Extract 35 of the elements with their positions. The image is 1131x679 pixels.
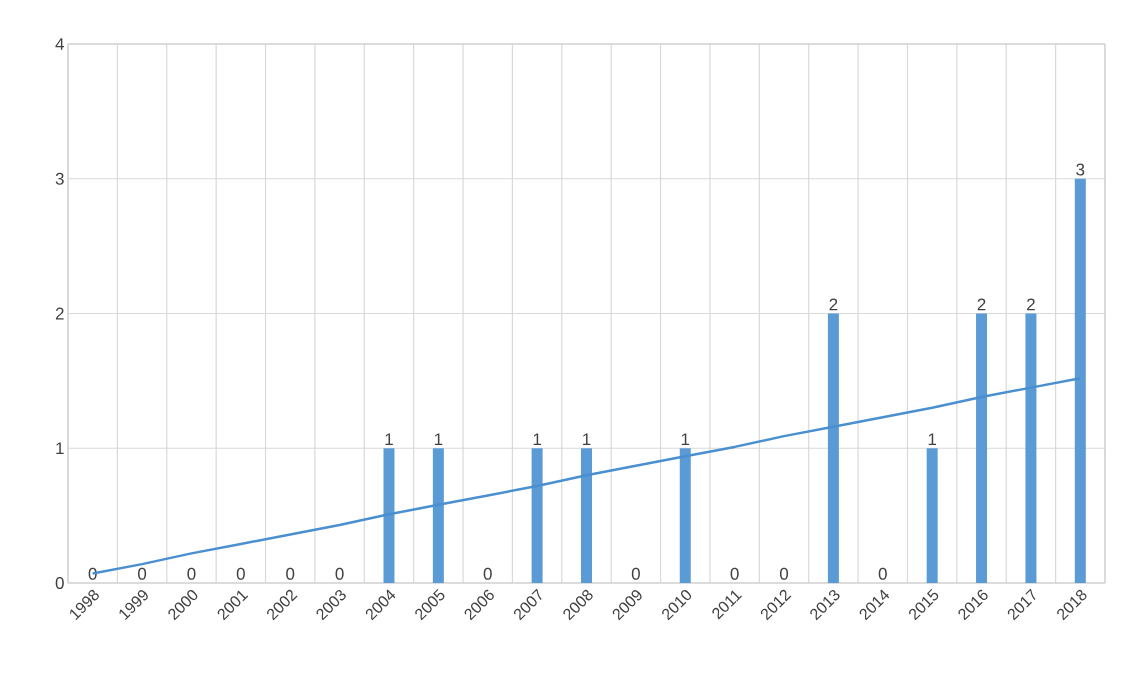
bar	[581, 448, 592, 583]
data-label: 1	[385, 433, 393, 446]
bar	[679, 448, 691, 583]
data-label: 0	[878, 567, 887, 580]
data-label: 0	[779, 567, 789, 580]
y-tick-label: 4	[55, 38, 64, 50]
data-label: 2	[1027, 298, 1035, 311]
data-label: 0	[631, 567, 640, 580]
data-label: 0	[335, 567, 344, 580]
data-label: 1	[681, 433, 690, 446]
data-label: 1	[533, 433, 541, 446]
bar	[432, 448, 444, 583]
data-label: 0	[286, 567, 295, 580]
bar	[1025, 313, 1037, 583]
y-tick-label: 1	[56, 442, 64, 455]
data-label: 3	[1076, 163, 1085, 176]
data-label: 2	[977, 298, 986, 311]
y-tick-label: 0	[55, 577, 64, 589]
y-tick-label: 2	[55, 307, 64, 320]
bar	[976, 313, 988, 583]
data-label: 1	[928, 433, 937, 446]
data-label: 0	[187, 567, 196, 580]
bar	[926, 448, 938, 583]
y-tick-label: 3	[55, 172, 64, 185]
data-label: 1	[434, 433, 443, 446]
bar	[383, 448, 395, 583]
bar	[827, 313, 839, 583]
data-label: 0	[138, 567, 147, 580]
data-label: 0	[483, 567, 492, 580]
bar	[1074, 178, 1086, 583]
bar	[531, 448, 543, 583]
data-label: 1	[583, 433, 591, 446]
data-label: 0	[730, 567, 739, 580]
data-label: 2	[829, 298, 838, 311]
data-label: 0	[236, 567, 245, 580]
